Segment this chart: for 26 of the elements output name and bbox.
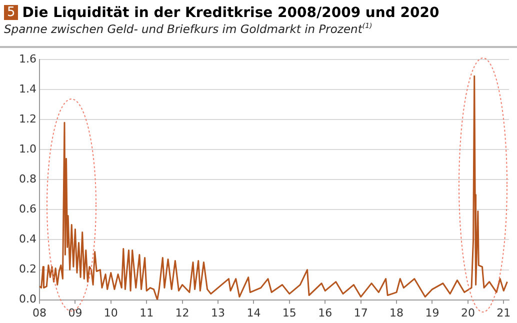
y-tick-label: 1.2 <box>18 112 36 126</box>
x-tick-label: 17 <box>354 306 368 320</box>
x-tick-label: 20 <box>460 306 475 320</box>
x-tick-label: 16 <box>318 306 332 320</box>
chart-title: Die Liquidität in der Kreditkrise 2008/2009 und 2020 <box>22 5 440 21</box>
text: 5 <box>4 5 18 20</box>
x-tick-label: 15 <box>282 306 296 320</box>
x-tick-label: 13 <box>211 306 226 320</box>
y-tick-label: 1.4 <box>18 82 36 96</box>
x-tick-label: 10 <box>104 306 118 320</box>
x-tick-label: 12 <box>175 306 190 320</box>
chart-subtitle: Spanne zwischen Geld- und Briefkurs im Goldmarkt in Prozent$^{(1)}$ <box>4 22 372 36</box>
y-tick-label: 1.6 <box>18 52 36 66</box>
x-tick-label: 08 <box>32 306 46 320</box>
y-tick-label: 0.4 <box>18 232 36 246</box>
y-tick-label: 1.0 <box>18 142 36 156</box>
x-tick-label: 18 <box>390 306 404 320</box>
x-tick-label: 21 <box>496 306 511 320</box>
y-tick-label: 0.0 <box>18 292 36 306</box>
x-tick-label: 19 <box>425 306 440 320</box>
x-tick-label: 14 <box>246 306 261 320</box>
y-tick-label: 0.8 <box>18 172 36 186</box>
y-tick-label: 0.6 <box>18 202 36 216</box>
x-tick-label: 11 <box>140 306 154 320</box>
y-tick-label: 0.2 <box>18 262 36 276</box>
x-tick-label: 09 <box>68 306 82 320</box>
